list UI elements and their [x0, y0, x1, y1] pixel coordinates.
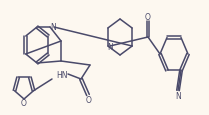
Text: N: N: [107, 42, 113, 51]
Text: N: N: [175, 91, 181, 100]
Text: O: O: [86, 96, 92, 105]
Text: N: N: [50, 23, 56, 32]
Text: O: O: [21, 99, 27, 108]
Text: HN: HN: [56, 70, 68, 79]
Text: O: O: [145, 12, 151, 21]
